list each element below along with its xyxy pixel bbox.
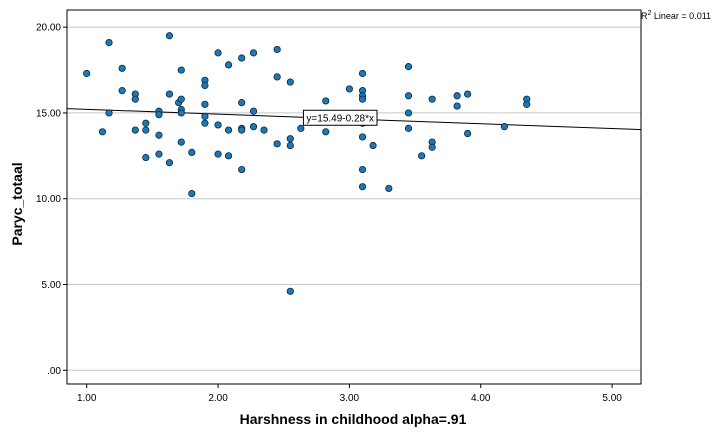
data-point: [83, 69, 91, 78]
data-point: [286, 141, 294, 150]
data-point: [358, 183, 367, 191]
data-point: [142, 153, 150, 162]
data-point: [105, 38, 113, 47]
data-point: [155, 131, 163, 139]
data-point: [418, 152, 426, 160]
data-point: [249, 123, 258, 131]
data-point: [464, 90, 472, 98]
x-tick-label: 3.00: [340, 393, 360, 404]
data-point: [428, 95, 436, 103]
data-point: [238, 165, 246, 174]
data-point: [118, 64, 126, 72]
data-point: [177, 109, 185, 117]
x-tick-label: 5.00: [602, 393, 622, 404]
data-point: [155, 111, 163, 119]
equation-label-box: y=15.49-0.28*x: [302, 109, 378, 126]
data-point: [286, 287, 294, 295]
data-point: [385, 184, 393, 193]
data-point: [165, 159, 174, 167]
data-point: [453, 102, 461, 110]
data-point: [177, 66, 185, 74]
plot-area-frame: [66, 9, 642, 385]
data-point: [131, 95, 139, 103]
x-tick-label: 2.00: [208, 393, 228, 404]
x-tick-label: 4.00: [471, 393, 491, 404]
data-point: [238, 54, 246, 62]
data-point: [118, 87, 126, 95]
data-point: [214, 121, 222, 129]
data-point: [453, 92, 461, 100]
data-point: [358, 165, 367, 174]
data-point: [404, 63, 413, 71]
data-point: [428, 143, 436, 151]
y-tick-label: 15.00: [36, 108, 61, 119]
r2-label: R2 Linear = 0.011: [641, 10, 711, 21]
data-point: [177, 95, 185, 103]
data-point: [464, 129, 472, 138]
data-point: [404, 92, 413, 100]
data-point: [201, 100, 209, 108]
data-point: [224, 126, 233, 134]
data-point: [142, 126, 150, 134]
data-point: [249, 49, 258, 57]
data-point: [201, 112, 209, 120]
data-point: [286, 78, 294, 86]
y-axis-title: Paryc_totaal: [9, 162, 25, 245]
data-point: [201, 81, 209, 90]
data-point: [358, 69, 367, 78]
data-points: [83, 32, 531, 295]
grid-lines: [67, 26, 641, 371]
data-point: [523, 100, 531, 108]
y-tick-label: .00: [47, 366, 61, 377]
data-point: [214, 49, 222, 57]
data-point: [322, 97, 330, 105]
data-point: [155, 150, 163, 158]
data-point: [98, 128, 107, 136]
data-point: [404, 124, 413, 132]
data-point: [165, 32, 174, 40]
data-point: [358, 95, 367, 103]
data-point: [345, 85, 354, 93]
data-point: [201, 119, 209, 127]
r2-superscript: 2: [648, 10, 652, 17]
data-point: [273, 73, 281, 81]
x-tick-label: 1.00: [77, 393, 97, 404]
data-point: [297, 124, 305, 132]
y-tick-label: 5.00: [42, 280, 62, 291]
r2-prefix: R: [641, 11, 648, 21]
data-point: [358, 133, 367, 141]
data-point: [249, 107, 258, 115]
data-point: [260, 126, 268, 134]
data-point: [238, 126, 246, 134]
data-point: [369, 141, 377, 150]
data-point: [177, 138, 185, 146]
data-point: [238, 99, 246, 107]
y-tick-label: 20.00: [36, 23, 61, 34]
r2-suffix: Linear = 0.011: [651, 11, 711, 21]
data-point: [188, 148, 196, 156]
data-point: [224, 152, 233, 160]
data-point: [165, 90, 174, 98]
data-point: [142, 119, 150, 127]
y-tick-label: 10.00: [36, 194, 61, 205]
data-point: [105, 109, 113, 117]
data-point: [273, 45, 281, 54]
x-axis-title: Harshness in childhood alpha=.91: [240, 411, 467, 427]
data-point: [214, 150, 222, 158]
data-point: [286, 135, 294, 143]
data-point: [404, 109, 413, 117]
data-point: [500, 123, 508, 131]
equation-label: y=15.49-0.28*x: [306, 113, 374, 124]
axis-ticks: .00 5.00 10.00 15.00 20.00 1.00 2.00 3.00 4.00 5.…: [36, 23, 622, 404]
data-point: [322, 128, 330, 136]
data-point: [273, 140, 281, 148]
data-point: [188, 189, 196, 198]
data-point: [131, 126, 139, 134]
data-point: [224, 61, 233, 69]
